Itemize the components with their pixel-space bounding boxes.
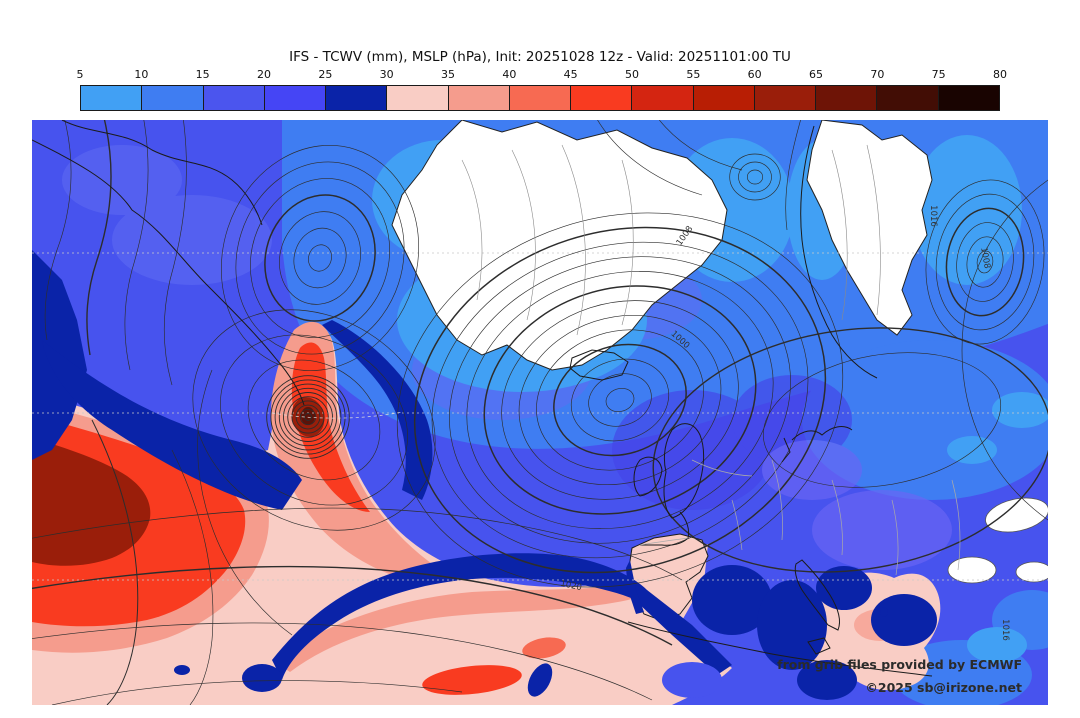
greenland-white bbox=[391, 120, 728, 371]
colorbar-segment bbox=[81, 86, 143, 110]
colorbar-segment bbox=[816, 86, 878, 110]
colorbar-segment bbox=[387, 86, 449, 110]
tcwv-navy-regions bbox=[32, 250, 937, 700]
north-africa-coast bbox=[627, 621, 933, 677]
isobar-label: 1016 bbox=[928, 205, 938, 227]
colorbar-tick-label: 80 bbox=[993, 68, 1007, 81]
colorbar-tick-label: 30 bbox=[379, 68, 394, 81]
weather-map-svg bbox=[32, 120, 1048, 705]
map-title: IFS - TCWV (mm), MSLP (hPa), Init: 20251… bbox=[289, 49, 791, 65]
colorbar-ticks: 5 10 15 20 25 30 35 40 45 50 55 60 65 70 75 80 bbox=[76, 68, 1008, 84]
labrador-coast bbox=[32, 139, 305, 406]
cyclone-core-maroon bbox=[301, 407, 315, 425]
colorbar-segments bbox=[80, 85, 1000, 111]
colorbar-tick-label: 10 bbox=[134, 68, 149, 81]
iceland-coast bbox=[569, 349, 629, 381]
colorbar-segment bbox=[693, 86, 755, 110]
tcwv-red-complex bbox=[32, 321, 941, 705]
graticule-lines bbox=[32, 252, 1048, 581]
colorbar-tick-label: 75 bbox=[931, 68, 946, 81]
colorbar-tick-label: 20 bbox=[257, 68, 271, 81]
italy-coast bbox=[794, 559, 841, 631]
colorbar-segment bbox=[509, 86, 572, 110]
colorbar: 5 10 15 20 25 30 35 40 45 50 55 60 65 70 75 80 bbox=[76, 68, 1008, 114]
colorbar-segment bbox=[448, 86, 510, 110]
colorbar-tick-label: 45 bbox=[563, 68, 578, 81]
country-borders bbox=[271, 411, 961, 576]
colorbar-segment bbox=[571, 86, 633, 110]
colorbar-tick-label: 65 bbox=[809, 68, 823, 81]
colorbar-tick-label: 55 bbox=[686, 68, 701, 81]
sicily-coast bbox=[807, 637, 831, 655]
denmark-baltic-coast bbox=[781, 426, 853, 463]
coastlines bbox=[32, 120, 933, 677]
attribution-ecmwf: from grib files provided by ECMWF bbox=[777, 656, 1022, 672]
colorbar-segment bbox=[203, 86, 265, 110]
colorbar-segment bbox=[877, 86, 939, 110]
attribution-copyright: ©2025 sb@irizone.net bbox=[865, 679, 1022, 695]
great-britain-coast bbox=[663, 423, 705, 519]
baffin-coast bbox=[61, 120, 263, 226]
colorbar-tick-label: 40 bbox=[502, 68, 517, 81]
colorbar-segment bbox=[938, 86, 999, 110]
colorbar-tick-label: 70 bbox=[870, 68, 885, 81]
map-area: 1016 1008 1000 1008 1020 1016 from grib files… bbox=[32, 120, 1048, 705]
isobar-label: 1016 bbox=[1000, 619, 1010, 641]
isobar-contours bbox=[192, 145, 1045, 588]
colorbar-tick-label: 15 bbox=[195, 68, 210, 81]
norway-coast bbox=[800, 125, 878, 379]
colorbar-tick-label: 25 bbox=[318, 68, 333, 81]
colorbar-segment bbox=[142, 86, 204, 110]
colorbar-segment bbox=[326, 86, 388, 110]
colorbar-tick-label: 60 bbox=[747, 68, 762, 81]
colorbar-tick-label: 50 bbox=[625, 68, 639, 81]
colorbar-segment bbox=[264, 86, 327, 110]
colorbar-segment bbox=[754, 86, 817, 110]
colorbar-tick-label: 35 bbox=[441, 68, 455, 81]
map-attribution: from grib files provided by ECMWF ©2025 … bbox=[777, 653, 1022, 699]
ireland-coast bbox=[633, 456, 663, 497]
colorbar-segment bbox=[632, 86, 694, 110]
isobar-open-arcs bbox=[32, 120, 1048, 705]
colorbar-tick-label: 5 bbox=[76, 68, 84, 81]
